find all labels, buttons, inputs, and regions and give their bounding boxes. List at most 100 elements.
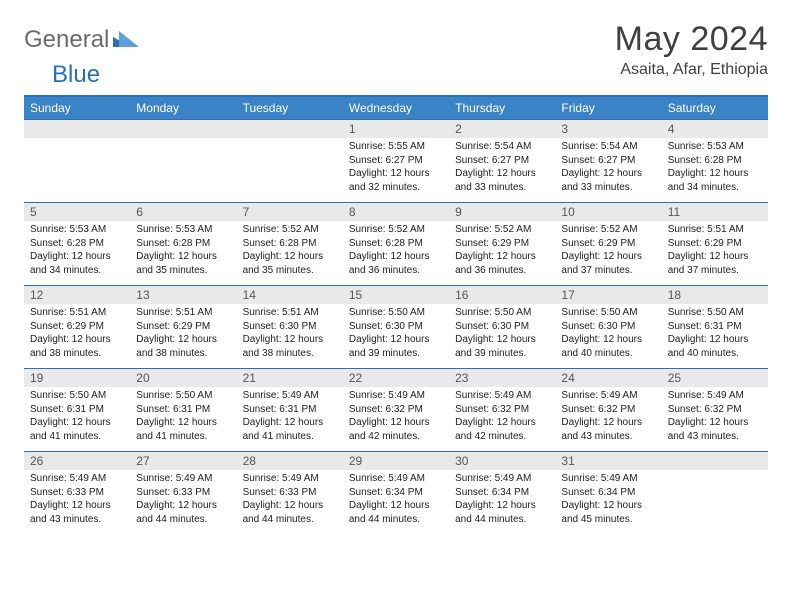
day-line: Sunrise: 5:53 AM [30,223,124,237]
day-line: Sunset: 6:30 PM [243,320,337,334]
day-line: Daylight: 12 hours [349,250,443,264]
weekday-friday: Friday [555,96,661,120]
calendar-cell: 23Sunrise: 5:49 AMSunset: 6:32 PMDayligh… [449,369,555,452]
day-line: Sunset: 6:34 PM [349,486,443,500]
day-line: Sunrise: 5:49 AM [243,472,337,486]
day-number [662,452,768,470]
day-line: Daylight: 12 hours [561,167,655,181]
day-line: Sunset: 6:29 PM [668,237,762,251]
day-content: Sunrise: 5:50 AMSunset: 6:30 PMDaylight:… [555,304,661,368]
day-content: Sunrise: 5:49 AMSunset: 6:33 PMDaylight:… [24,470,130,534]
calendar-cell: 20Sunrise: 5:50 AMSunset: 6:31 PMDayligh… [130,369,236,452]
day-line: Sunrise: 5:49 AM [455,389,549,403]
day-content: Sunrise: 5:54 AMSunset: 6:27 PMDaylight:… [555,138,661,202]
day-content: Sunrise: 5:51 AMSunset: 6:29 PMDaylight:… [24,304,130,368]
day-line: and 43 minutes. [30,513,124,527]
day-content: Sunrise: 5:49 AMSunset: 6:32 PMDaylight:… [449,387,555,451]
weekday-header-row: Sunday Monday Tuesday Wednesday Thursday… [24,96,768,120]
day-line: and 39 minutes. [349,347,443,361]
day-number: 26 [24,452,130,470]
day-line: and 44 minutes. [349,513,443,527]
day-line: and 39 minutes. [455,347,549,361]
day-line: Sunset: 6:34 PM [455,486,549,500]
day-line: and 44 minutes. [455,513,549,527]
calendar-cell: 19Sunrise: 5:50 AMSunset: 6:31 PMDayligh… [24,369,130,452]
logo: General [24,26,139,54]
day-number: 19 [24,369,130,387]
day-content: Sunrise: 5:49 AMSunset: 6:33 PMDaylight:… [130,470,236,534]
day-line: Sunrise: 5:52 AM [243,223,337,237]
day-number: 14 [237,286,343,304]
calendar-cell: 31Sunrise: 5:49 AMSunset: 6:34 PMDayligh… [555,452,661,535]
day-line: and 44 minutes. [243,513,337,527]
day-line: Sunset: 6:29 PM [561,237,655,251]
day-content: Sunrise: 5:54 AMSunset: 6:27 PMDaylight:… [449,138,555,202]
day-line: Sunset: 6:28 PM [30,237,124,251]
day-number: 20 [130,369,236,387]
day-line: Daylight: 12 hours [668,250,762,264]
day-line: Sunrise: 5:49 AM [668,389,762,403]
day-line: Sunset: 6:31 PM [668,320,762,334]
day-line: Daylight: 12 hours [668,416,762,430]
logo-text-part2: Blue [52,61,100,89]
day-content [24,138,130,186]
calendar-cell: 8Sunrise: 5:52 AMSunset: 6:28 PMDaylight… [343,203,449,286]
day-line: and 41 minutes. [30,430,124,444]
day-line: Sunrise: 5:51 AM [668,223,762,237]
day-line: and 42 minutes. [455,430,549,444]
weekday-monday: Monday [130,96,236,120]
day-number: 13 [130,286,236,304]
day-number: 8 [343,203,449,221]
day-line: Sunset: 6:29 PM [136,320,230,334]
weekday-sunday: Sunday [24,96,130,120]
day-line: Sunset: 6:30 PM [349,320,443,334]
month-title: May 2024 [615,20,768,59]
day-line: and 43 minutes. [561,430,655,444]
day-line: Daylight: 12 hours [455,416,549,430]
day-line: Sunrise: 5:50 AM [455,306,549,320]
day-content: Sunrise: 5:49 AMSunset: 6:34 PMDaylight:… [449,470,555,534]
day-line: and 35 minutes. [136,264,230,278]
calendar-cell: 4Sunrise: 5:53 AMSunset: 6:28 PMDaylight… [662,120,768,203]
calendar-cell: 14Sunrise: 5:51 AMSunset: 6:30 PMDayligh… [237,286,343,369]
day-content: Sunrise: 5:50 AMSunset: 6:30 PMDaylight:… [343,304,449,368]
day-number: 24 [555,369,661,387]
day-content: Sunrise: 5:50 AMSunset: 6:31 PMDaylight:… [662,304,768,368]
calendar-cell: 28Sunrise: 5:49 AMSunset: 6:33 PMDayligh… [237,452,343,535]
calendar-cell: 11Sunrise: 5:51 AMSunset: 6:29 PMDayligh… [662,203,768,286]
day-line: and 33 minutes. [561,181,655,195]
day-line: Sunset: 6:34 PM [561,486,655,500]
day-line: Sunset: 6:30 PM [561,320,655,334]
day-content: Sunrise: 5:49 AMSunset: 6:32 PMDaylight:… [343,387,449,451]
day-content: Sunrise: 5:51 AMSunset: 6:29 PMDaylight:… [662,221,768,285]
calendar-cell: 16Sunrise: 5:50 AMSunset: 6:30 PMDayligh… [449,286,555,369]
day-number: 31 [555,452,661,470]
day-line: and 41 minutes. [136,430,230,444]
day-line: Sunrise: 5:50 AM [30,389,124,403]
day-line: Daylight: 12 hours [561,499,655,513]
day-line: Daylight: 12 hours [668,167,762,181]
day-line: Sunrise: 5:53 AM [136,223,230,237]
calendar-week-row: 5Sunrise: 5:53 AMSunset: 6:28 PMDaylight… [24,203,768,286]
day-line: Sunrise: 5:49 AM [455,472,549,486]
day-line: Sunrise: 5:51 AM [30,306,124,320]
day-content: Sunrise: 5:53 AMSunset: 6:28 PMDaylight:… [130,221,236,285]
day-line: and 34 minutes. [30,264,124,278]
day-line: Sunrise: 5:54 AM [561,140,655,154]
calendar-cell: 3Sunrise: 5:54 AMSunset: 6:27 PMDaylight… [555,120,661,203]
weekday-wednesday: Wednesday [343,96,449,120]
calendar-cell: 10Sunrise: 5:52 AMSunset: 6:29 PMDayligh… [555,203,661,286]
calendar-body: 1Sunrise: 5:55 AMSunset: 6:27 PMDaylight… [24,120,768,535]
day-line: and 44 minutes. [136,513,230,527]
day-line: Sunset: 6:27 PM [349,154,443,168]
day-line: Sunset: 6:29 PM [455,237,549,251]
day-line: Sunset: 6:30 PM [455,320,549,334]
calendar-cell: 7Sunrise: 5:52 AMSunset: 6:28 PMDaylight… [237,203,343,286]
day-line: Sunset: 6:33 PM [243,486,337,500]
day-line: Daylight: 12 hours [243,333,337,347]
day-line: Daylight: 12 hours [136,250,230,264]
day-number: 23 [449,369,555,387]
day-line: Sunset: 6:32 PM [561,403,655,417]
day-line: and 36 minutes. [349,264,443,278]
day-line: Sunrise: 5:52 AM [349,223,443,237]
